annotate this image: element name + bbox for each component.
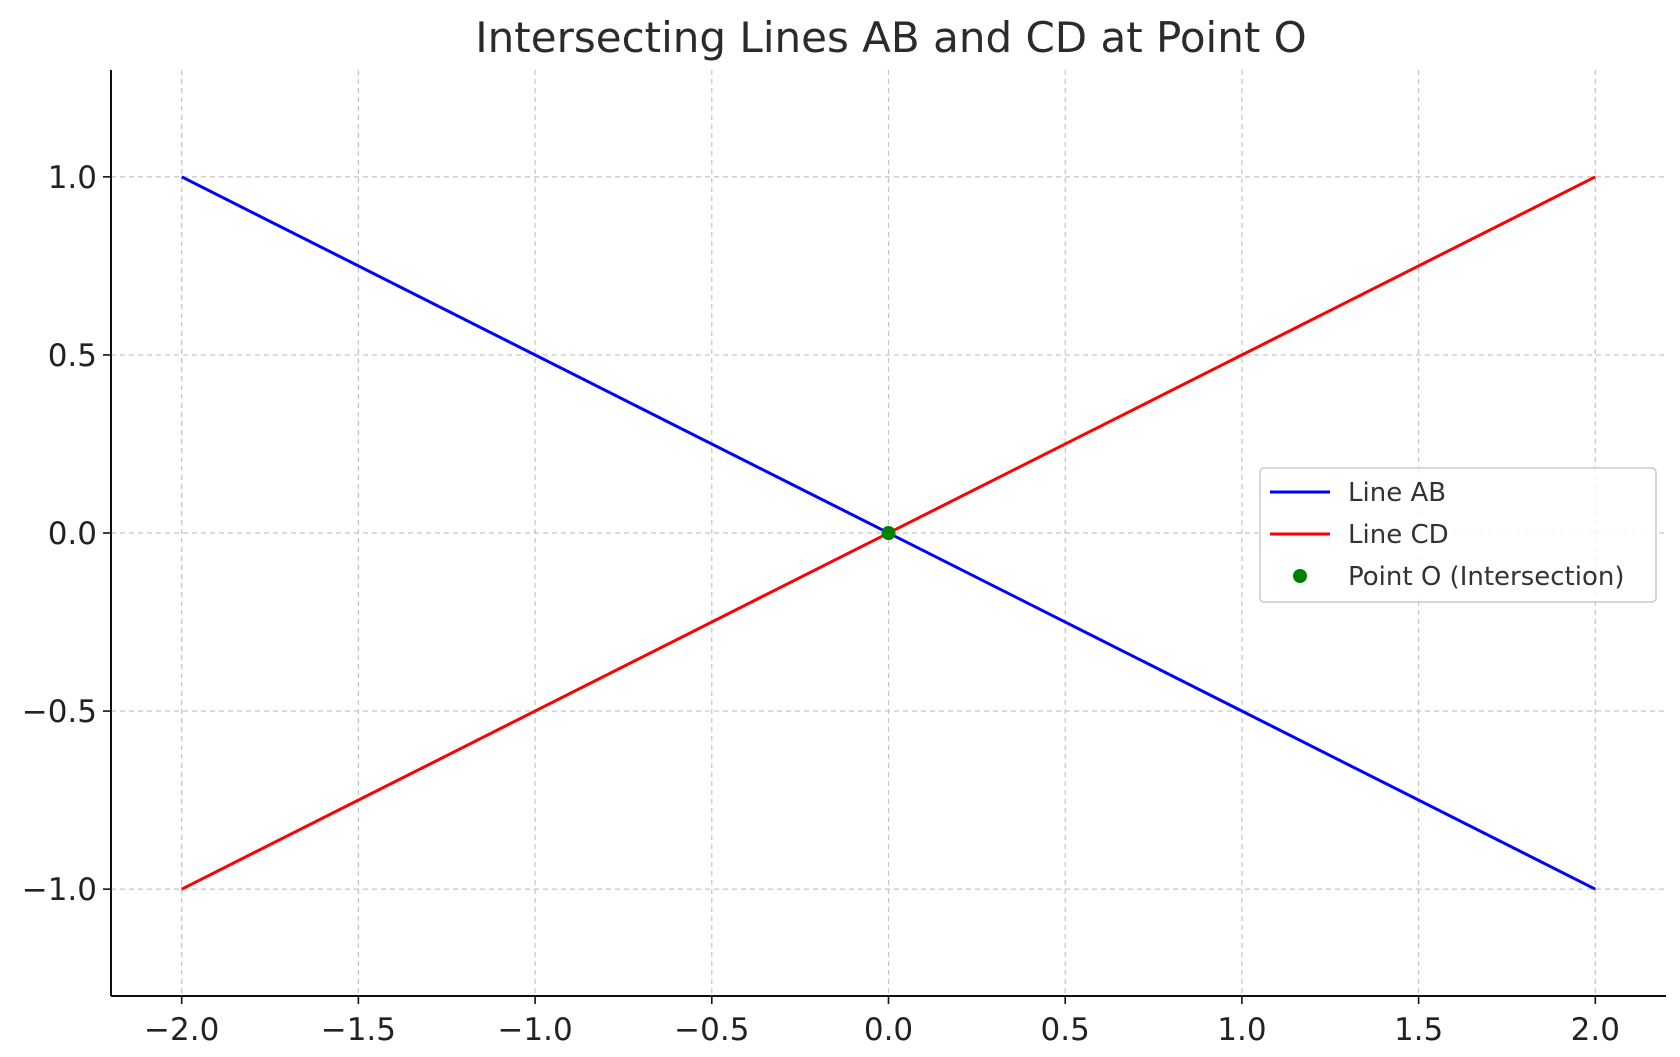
legend-swatch-point-o-intersection: [1293, 569, 1307, 583]
chart-title: Intersecting Lines AB and CD at Point O: [475, 13, 1306, 62]
x-tick-label: −1.0: [497, 1012, 572, 1048]
y-tick-label: −1.0: [22, 872, 97, 908]
x-tick-label: −2.0: [144, 1012, 219, 1048]
x-tick-label: 0.5: [1041, 1012, 1090, 1048]
x-tick-label: 1.5: [1394, 1012, 1443, 1048]
legend: Line AB Line CD Point O (Intersection): [1259, 467, 1657, 603]
x-tick-label: 2.0: [1571, 1012, 1620, 1048]
x-tick-label: 0.0: [864, 1012, 913, 1048]
x-tick-label: 1.0: [1217, 1012, 1266, 1048]
y-tick-label: −0.5: [22, 694, 97, 730]
legend-label-line-ab: Line AB: [1348, 478, 1446, 508]
legend-label-point-o-intersection: Point O (Intersection): [1348, 562, 1625, 592]
point-point-o-intersection: [881, 526, 896, 540]
y-tick-label: 0.0: [48, 516, 97, 552]
tick-labels: −2.0 −1.5 −1.0 −0.5 0.0 0.5 1.0 1.5 2.0 −1.0 −0.5 0…: [22, 160, 1620, 1048]
x-tick-label: −1.5: [321, 1012, 396, 1048]
axes: [103, 70, 1666, 1004]
x-tick-label: −0.5: [674, 1012, 749, 1048]
y-tick-label: 0.5: [48, 338, 97, 374]
y-tick-label: 1.0: [48, 160, 97, 196]
legend-label-line-cd: Line CD: [1348, 520, 1449, 550]
legend-box: [1259, 467, 1657, 603]
plot-area: [181, 175, 1596, 891]
